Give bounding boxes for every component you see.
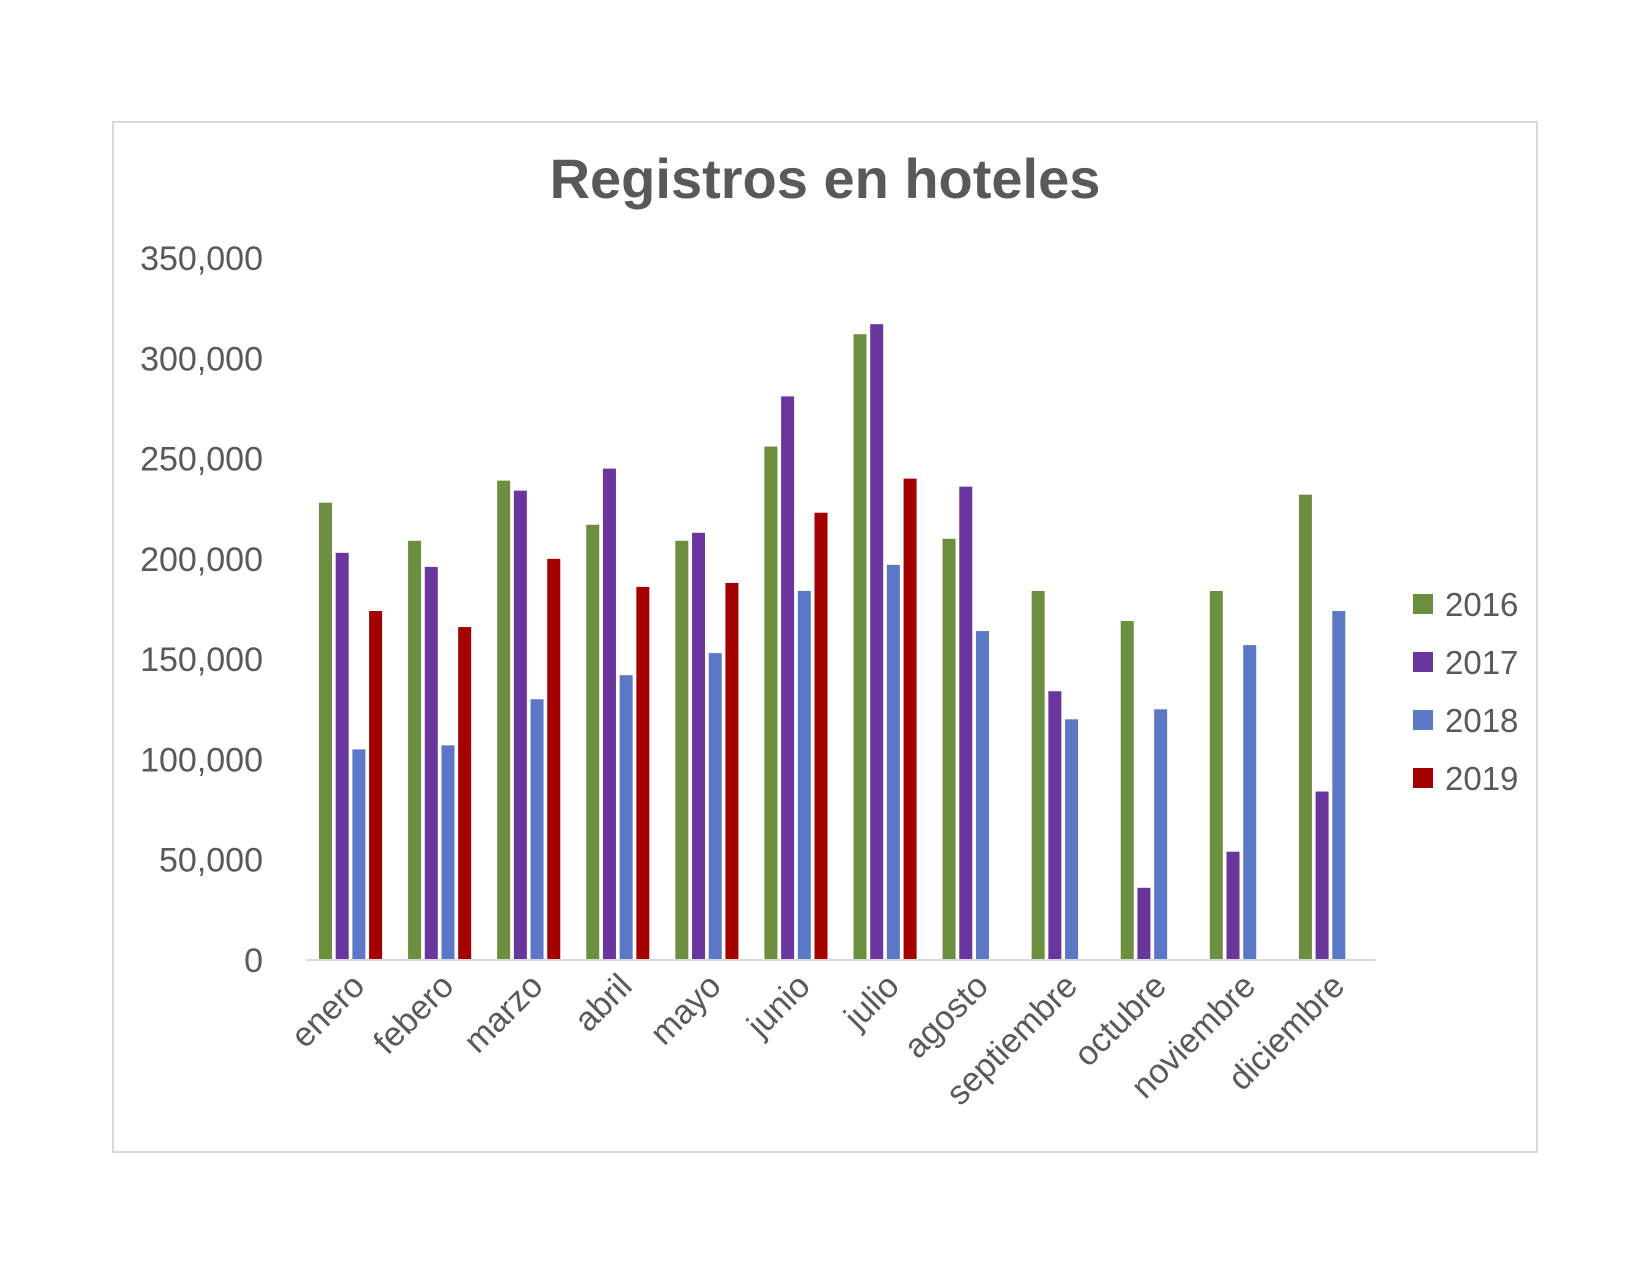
bar-2016-mayo bbox=[675, 540, 689, 960]
legend-label: 2016 bbox=[1445, 586, 1518, 623]
bar-2018-noviembre bbox=[1243, 645, 1257, 960]
chart-title: Registros en hoteles bbox=[549, 147, 1101, 210]
bar-2018-mayo bbox=[708, 653, 722, 960]
bar-2018-septiembre bbox=[1065, 719, 1079, 960]
x-tick-label: mayo bbox=[643, 967, 729, 1053]
bar-2017-noviembre bbox=[1226, 851, 1240, 960]
y-tick-label: 0 bbox=[244, 942, 263, 980]
bar-2018-junio bbox=[797, 590, 811, 960]
y-tick-label: 250,000 bbox=[140, 441, 263, 479]
legend-swatch-2019 bbox=[1413, 768, 1433, 788]
bar-2019-abril bbox=[636, 586, 650, 960]
bars bbox=[318, 324, 1346, 961]
y-tick-label: 350,000 bbox=[140, 240, 263, 278]
bar-2017-enero bbox=[335, 552, 349, 960]
x-tick-label: junio bbox=[739, 967, 817, 1045]
bar-2019-junio bbox=[814, 512, 828, 960]
legend-label: 2019 bbox=[1445, 760, 1518, 797]
chart-frame bbox=[112, 121, 1538, 1153]
y-tick-label: 50,000 bbox=[159, 842, 263, 880]
bar-2017-mayo bbox=[692, 532, 706, 960]
legend: 2016 2017 2018 2019 bbox=[1413, 586, 1518, 797]
bar-2018-julio bbox=[886, 564, 900, 960]
bar-2019-mayo bbox=[725, 582, 739, 960]
x-tick-label: abril bbox=[567, 967, 639, 1039]
bar-2016-julio bbox=[853, 334, 867, 960]
bar-2016-agosto bbox=[942, 538, 956, 960]
bar-2019-enero bbox=[369, 611, 383, 960]
x-tick-label: julio bbox=[836, 967, 906, 1037]
legend-label: 2018 bbox=[1445, 702, 1518, 739]
bar-2019-marzo bbox=[547, 558, 561, 960]
x-tick-label: marzo bbox=[457, 967, 551, 1061]
bar-2019-julio bbox=[903, 478, 917, 960]
y-tick-label: 150,000 bbox=[140, 641, 263, 679]
bar-2017-junio bbox=[781, 396, 795, 960]
bar-2016-diciembre bbox=[1298, 494, 1312, 960]
bar-2017-julio bbox=[870, 324, 884, 960]
bar-2018-febero bbox=[441, 745, 455, 960]
bar-2016-abril bbox=[586, 524, 600, 960]
bar-2018-agosto bbox=[975, 631, 989, 960]
bar-2018-abril bbox=[619, 675, 633, 960]
y-tick-label: 200,000 bbox=[140, 541, 263, 579]
bar-2017-octubre bbox=[1137, 887, 1151, 960]
bar-2016-junio bbox=[764, 446, 778, 961]
y-axis-ticks: 0 50,000 100,000 150,000 200,000 250,000 300,0… bbox=[140, 240, 263, 980]
legend-swatch-2017 bbox=[1413, 652, 1433, 672]
bar-2019-febero bbox=[458, 627, 472, 960]
bar-2017-agosto bbox=[959, 486, 973, 960]
bar-2017-febero bbox=[424, 566, 438, 960]
bar-2017-septiembre bbox=[1048, 691, 1062, 960]
legend-swatch-2018 bbox=[1413, 710, 1433, 730]
bar-2016-febero bbox=[408, 540, 422, 960]
bar-2018-enero bbox=[352, 749, 366, 960]
bar-2018-marzo bbox=[530, 699, 544, 960]
bar-2017-diciembre bbox=[1315, 791, 1329, 960]
legend-label: 2017 bbox=[1445, 644, 1518, 681]
bar-2016-septiembre bbox=[1031, 590, 1045, 960]
bar-2016-enero bbox=[318, 502, 332, 960]
bar-2018-diciembre bbox=[1332, 611, 1346, 960]
bar-2016-octubre bbox=[1120, 621, 1134, 960]
bar-2017-abril bbox=[602, 468, 616, 960]
x-tick-label: enero bbox=[284, 967, 372, 1055]
x-tick-label: febero bbox=[366, 967, 461, 1062]
bar-2016-noviembre bbox=[1209, 590, 1223, 960]
y-tick-label: 300,000 bbox=[140, 340, 263, 378]
y-tick-label: 100,000 bbox=[140, 741, 263, 779]
bar-2018-octubre bbox=[1154, 709, 1168, 960]
bar-2016-marzo bbox=[497, 480, 511, 960]
legend-swatch-2016 bbox=[1413, 594, 1433, 614]
bar-2017-marzo bbox=[513, 490, 527, 960]
